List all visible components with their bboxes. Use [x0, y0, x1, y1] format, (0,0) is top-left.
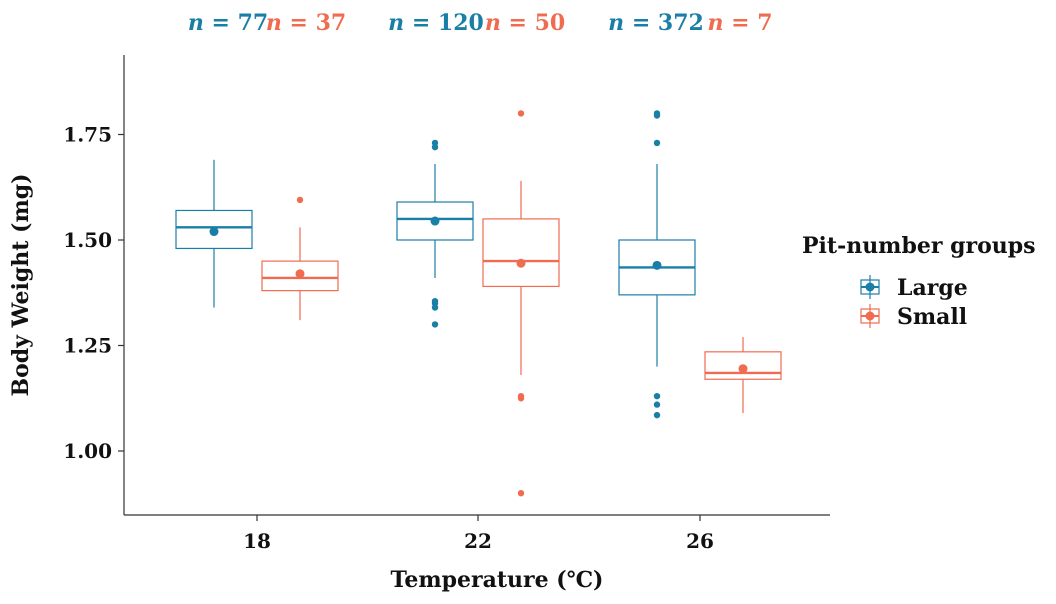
- box-large-18: [175, 159, 253, 308]
- sample-size-labels: n = 77n = 37 n = 120 n = 50 n = 372 n = 7: [188, 10, 773, 36]
- y-tick-label: 1.75: [63, 123, 112, 147]
- x-ticks: 18 22 26: [243, 515, 714, 553]
- legend-key-point: [865, 311, 875, 321]
- outlier-point: [431, 297, 439, 305]
- n-label-small-18: n = 37: [266, 10, 346, 36]
- mean-point: [652, 260, 662, 270]
- legend-item-large: Large: [860, 275, 968, 301]
- outlier-point: [653, 401, 661, 408]
- box-body: [261, 260, 339, 292]
- n-label-small-26: n = 7: [707, 10, 772, 36]
- outlier-point: [653, 139, 661, 147]
- box-groups: [175, 110, 782, 497]
- box-large-26: [618, 110, 696, 419]
- outlier-point: [653, 392, 661, 400]
- legend-title: Pit-number groups: [802, 233, 1036, 259]
- outlier-point: [653, 110, 661, 117]
- x-tick-label: 18: [243, 529, 271, 553]
- outlier-point: [517, 490, 525, 497]
- legend: Pit-number groups Large Small: [802, 233, 1036, 330]
- box-body: [704, 351, 782, 380]
- y-tick-label: 1.00: [63, 439, 112, 463]
- y-tick-label: 1.50: [63, 228, 112, 252]
- box-body: [482, 218, 560, 288]
- box-large-22: [396, 139, 474, 328]
- outlier-point: [517, 392, 525, 400]
- legend-label: Large: [897, 275, 968, 301]
- mean-point: [430, 216, 440, 226]
- legend-item-small: Small: [860, 304, 967, 330]
- box-small-18: [261, 196, 339, 321]
- mean-point: [738, 364, 748, 374]
- outlier-point: [296, 196, 304, 204]
- y-axis-title: Body Weight (mg): [8, 173, 34, 396]
- axes: [123, 55, 830, 516]
- x-axis-title: Temperature (℃): [391, 567, 604, 593]
- x-tick-label: 26: [686, 529, 714, 553]
- mean-point: [295, 269, 305, 279]
- legend-label: Small: [897, 304, 967, 330]
- box-small-22: [482, 110, 560, 497]
- box-body: [175, 209, 253, 250]
- n-label-small-22: n = 50: [485, 10, 565, 36]
- outlier-point: [653, 411, 661, 419]
- y-tick-label: 1.25: [63, 334, 112, 358]
- y-ticks: 1.00 1.25 1.50 1.75: [63, 123, 124, 463]
- mean-point: [516, 258, 526, 268]
- outlier-point: [431, 321, 439, 328]
- outlier-point: [431, 139, 439, 147]
- x-tick-label: 22: [464, 529, 492, 553]
- n-label-large-22: n = 120: [388, 10, 484, 36]
- mean-point: [209, 227, 219, 237]
- box-body: [396, 201, 474, 241]
- legend-key-point: [865, 282, 875, 292]
- box-small-26: [704, 337, 782, 414]
- outlier-point: [517, 110, 525, 117]
- n-label-large-26: n = 372: [608, 10, 704, 36]
- n-label-large-18: n = 77: [188, 10, 268, 36]
